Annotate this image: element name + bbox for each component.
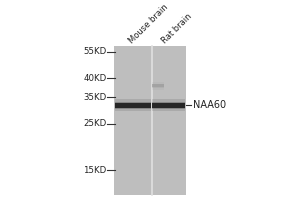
Bar: [152, 82, 164, 90]
Bar: [152, 84, 164, 87]
Text: NAA60: NAA60: [194, 100, 226, 110]
Text: 15KD: 15KD: [83, 166, 106, 175]
Bar: [115, 103, 151, 108]
Bar: [152, 99, 185, 111]
Bar: [152, 103, 185, 108]
Bar: [152, 102, 185, 109]
Text: 35KD: 35KD: [83, 93, 106, 102]
Text: 40KD: 40KD: [83, 74, 106, 83]
Bar: [114, 46, 186, 195]
Text: 55KD: 55KD: [83, 47, 106, 56]
Text: 25KD: 25KD: [83, 119, 106, 128]
Bar: [115, 99, 151, 111]
Bar: [152, 84, 164, 88]
Bar: [115, 102, 151, 109]
Text: Rat brain: Rat brain: [160, 12, 194, 46]
Text: Mouse brain: Mouse brain: [127, 3, 170, 46]
